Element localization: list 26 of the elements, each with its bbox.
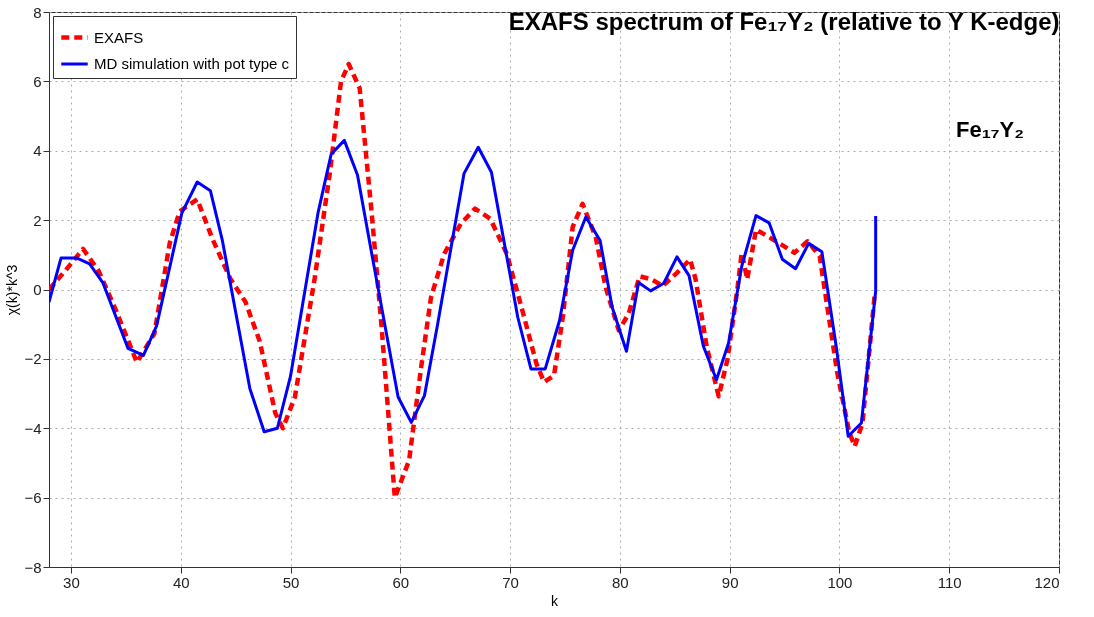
x-tick-label: 40 <box>172 573 190 591</box>
legend-label: MD simulation with pot type c <box>94 55 290 72</box>
y-tick-label: 0 <box>33 281 42 298</box>
annotation: Fe₁₇Y₂ <box>955 117 1024 142</box>
y-tick-label: −4 <box>24 419 42 437</box>
x-axis-title: k <box>551 592 559 609</box>
x-tick-label: 100 <box>827 573 853 591</box>
x-tick-label: 50 <box>282 573 300 591</box>
x-tick-label: 80 <box>612 573 629 591</box>
y-tick-label: 8 <box>33 3 42 21</box>
y-tick-label: −2 <box>24 350 42 368</box>
x-tick-label: 90 <box>721 573 739 591</box>
x-tick-label: 110 <box>937 573 962 591</box>
y-axis-title: χ(k)*k^3 <box>4 264 21 316</box>
y-tick-label: 2 <box>33 211 42 229</box>
x-tick-label: 70 <box>502 573 519 591</box>
y-tick-label: −6 <box>24 489 42 507</box>
y-tick-label: −8 <box>24 558 42 576</box>
chart-title: EXAFS spectrum of Fe₁₇Y₂ (relative to Y K-edge) <box>508 8 1060 35</box>
line-series <box>49 138 878 438</box>
y-tick-label: 4 <box>33 142 42 160</box>
x-tick-label: 30 <box>63 573 80 591</box>
x-tick-label: 60 <box>392 573 410 591</box>
y-tick-label: 6 <box>33 72 42 90</box>
legend-label: EXAFS <box>94 28 144 46</box>
x-tick-label: 120 <box>1034 573 1060 591</box>
